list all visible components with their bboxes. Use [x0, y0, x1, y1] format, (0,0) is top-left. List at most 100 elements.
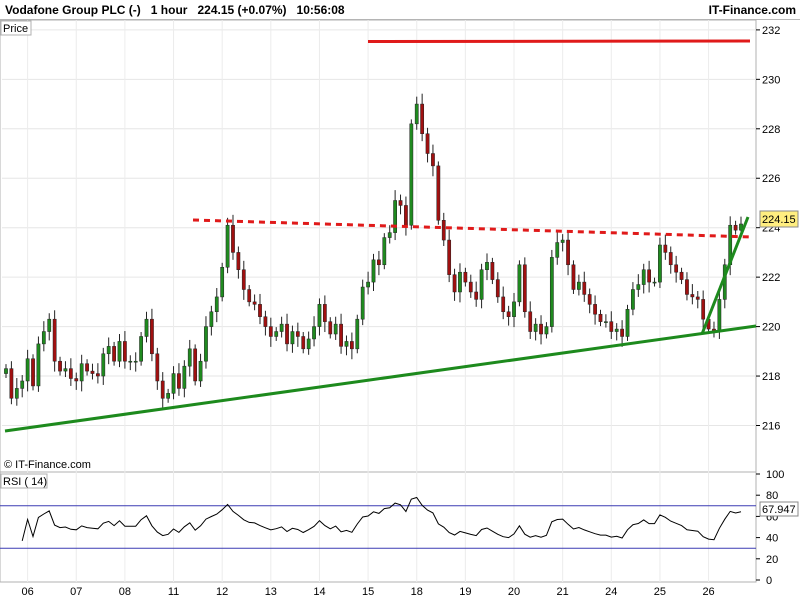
x-tick-label: 13: [265, 586, 277, 598]
candle-up: [517, 264, 522, 303]
candle-down: [398, 200, 403, 206]
candle-down: [123, 341, 127, 362]
rsi-panel-frame: [0, 471, 757, 583]
candle-up: [614, 328, 619, 332]
candle-down: [501, 296, 506, 313]
brand-label[interactable]: IT-Finance.com: [708, 3, 796, 17]
candle-up: [414, 103, 419, 125]
x-tick-label: 18: [411, 586, 423, 598]
candle-up: [187, 348, 192, 367]
candle-up: [658, 244, 662, 283]
candle-down: [350, 341, 354, 350]
last-price-label: 224.15: [762, 214, 796, 226]
candle-down: [404, 205, 408, 226]
candle-down: [150, 318, 154, 355]
rsi-line: [21, 496, 742, 542]
rising-trendline[interactable]: [700, 216, 750, 335]
candle-up: [306, 338, 311, 350]
candle-up: [63, 368, 68, 372]
candle-down: [9, 368, 14, 399]
price-tick-label: 232: [762, 25, 780, 37]
candle-down: [90, 370, 95, 374]
candle-up: [41, 331, 46, 345]
candle-up: [317, 304, 322, 327]
candle-up: [139, 336, 143, 362]
candle-up: [312, 326, 316, 340]
dashed-resistance-line[interactable]: [192, 218, 753, 239]
candle-down: [177, 373, 181, 389]
price-panel-frame: [0, 19, 757, 473]
candle-up: [604, 321, 608, 323]
rsi-grid: [0, 505, 756, 549]
candle-down: [52, 318, 57, 362]
candle-down: [528, 311, 533, 332]
candle-up: [533, 323, 538, 332]
candle-down: [441, 220, 446, 241]
candle-down: [620, 328, 624, 337]
candle-down: [112, 346, 116, 362]
chart-title: Vodafone Group PLC (-) 1 hour 224.15 (+0…: [5, 3, 345, 17]
candle-up: [101, 353, 106, 377]
price-tick-label: 218: [762, 371, 780, 383]
candle-up: [355, 318, 360, 350]
x-tick-label: 19: [459, 586, 471, 598]
candle-down: [598, 313, 603, 322]
candle-down: [31, 358, 35, 387]
x-tick-label: 24: [605, 586, 617, 598]
candle-down: [733, 224, 738, 231]
x-tick-label: 06: [21, 586, 33, 598]
candle-down: [571, 264, 576, 290]
candle-down: [522, 264, 527, 313]
candle-down: [58, 360, 62, 372]
candle-down: [252, 301, 257, 305]
resistance-line[interactable]: [367, 39, 751, 43]
price-tag-box: [0, 20, 32, 36]
candle-down: [68, 368, 73, 379]
x-tick-label: 12: [216, 586, 228, 598]
candle-up: [387, 232, 392, 238]
candle-up: [79, 363, 84, 382]
candle-down: [468, 281, 473, 293]
x-tick-label: 21: [557, 586, 569, 598]
candle-up: [20, 380, 25, 389]
rsi-tick-label: 100: [766, 469, 784, 481]
candle-up: [279, 323, 284, 332]
candle-down: [436, 165, 441, 221]
candle-down: [593, 304, 597, 315]
support-trendline[interactable]: [4, 324, 757, 433]
price-tick-label: 228: [762, 124, 780, 136]
candle-down: [160, 380, 165, 399]
rsi-tick-label: 80: [766, 490, 778, 502]
candle-up: [290, 331, 295, 345]
candle-down: [236, 252, 241, 270]
candle-down: [193, 348, 198, 382]
candle-up: [485, 262, 489, 270]
x-tick-label: 14: [313, 586, 325, 598]
x-tick-label: 07: [70, 586, 82, 598]
price-tick-label: 222: [762, 272, 780, 284]
candle-up: [652, 281, 657, 284]
candle-up: [25, 358, 30, 382]
candle-up: [182, 365, 187, 389]
candle-down: [668, 252, 673, 266]
candle-down: [328, 321, 333, 335]
candle-up: [144, 318, 149, 337]
candle-up: [382, 237, 387, 266]
candle-down: [474, 291, 479, 300]
candle-down: [539, 323, 543, 335]
x-tick-label: 26: [702, 586, 714, 598]
x-axis-labels: 06 07 08 11 12 13 14 15 18 19 20 21 24 25 26: [21, 586, 714, 598]
candle-down: [241, 269, 246, 290]
candle-down: [377, 259, 381, 266]
candle-up: [128, 360, 133, 363]
candle-down: [490, 262, 495, 280]
x-tick-label: 15: [362, 586, 374, 598]
candle-down: [231, 224, 235, 253]
candle-up: [47, 318, 52, 332]
candle-up: [117, 341, 122, 362]
candle-down: [155, 353, 160, 382]
x-tick-label: 08: [119, 586, 131, 598]
candle-down: [431, 153, 435, 167]
candle-up: [274, 331, 279, 337]
